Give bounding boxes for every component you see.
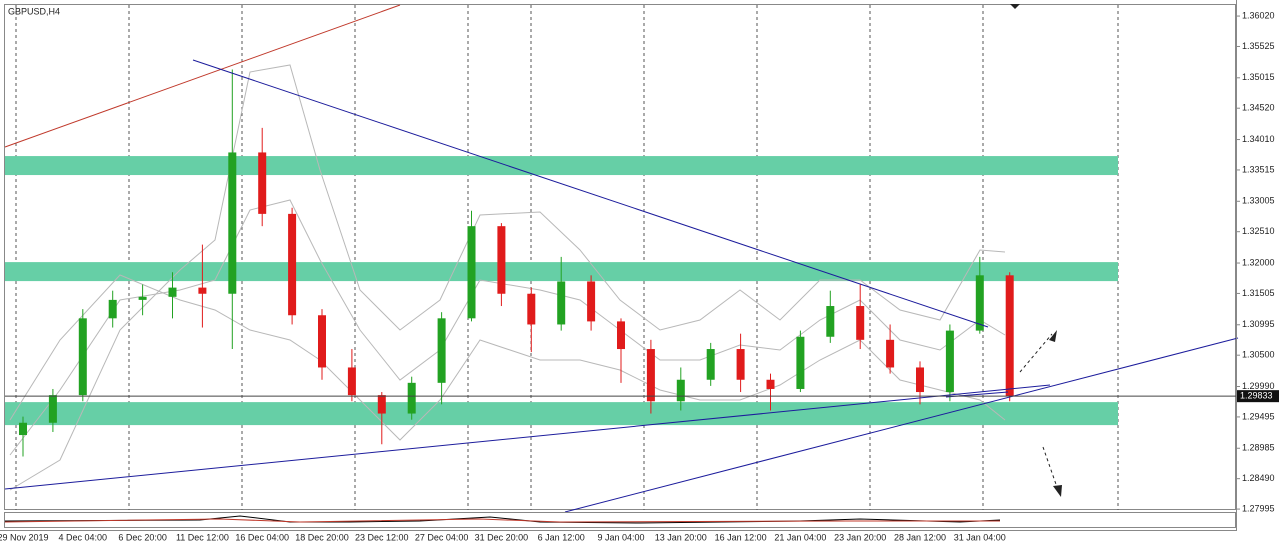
arrow-head <box>1053 485 1062 497</box>
candle-body <box>258 152 267 214</box>
y-tick-label: 1.29495 <box>1242 411 1275 421</box>
x-tick-label: 23 Jan 20:00 <box>834 532 886 542</box>
candle-body <box>138 296 147 300</box>
y-tick-label: 1.32510 <box>1242 226 1275 236</box>
y-tick-label: 1.33515 <box>1242 164 1275 174</box>
arrow-head <box>1049 330 1057 342</box>
x-tick-label: 31 Jan 04:00 <box>954 532 1006 542</box>
x-tick-label: 27 Dec 04:00 <box>415 532 469 542</box>
candle-body <box>1005 275 1014 397</box>
x-tick-label: 29 Nov 2019 <box>0 532 49 542</box>
y-tick-label: 1.28985 <box>1242 443 1275 453</box>
y-tick-label: 1.34010 <box>1242 134 1275 144</box>
candle-body <box>168 287 177 297</box>
candle-body <box>407 382 416 414</box>
candle-body <box>856 306 865 340</box>
candle-body <box>48 395 57 423</box>
x-tick-label: 4 Dec 04:00 <box>59 532 108 542</box>
candle-body <box>676 379 685 402</box>
candle-body <box>975 275 984 331</box>
time-grid <box>15 5 1119 510</box>
candle-body <box>228 152 237 294</box>
x-tick-label: 9 Jan 04:00 <box>597 532 644 542</box>
candle-body <box>108 299 117 319</box>
y-tick-label: 1.28490 <box>1242 473 1275 483</box>
y-tick-label: 1.30995 <box>1242 319 1275 329</box>
y-tick-label: 1.30500 <box>1242 350 1275 360</box>
x-tick-label: 23 Dec 12:00 <box>355 532 409 542</box>
candle-body <box>886 339 895 368</box>
x-tick-label: 21 Jan 04:00 <box>774 532 826 542</box>
x-tick-label: 16 Jan 12:00 <box>715 532 767 542</box>
candle-body <box>617 321 625 350</box>
chart-title: GBPUSD,H4 <box>8 6 60 16</box>
candle-body <box>288 213 297 316</box>
candle-body <box>706 349 715 380</box>
last-price-label: 1.29833 <box>1240 391 1273 401</box>
indicator-panel <box>4 512 1236 528</box>
y-tick-label: 1.35015 <box>1242 72 1275 82</box>
x-tick-label: 28 Jan 12:00 <box>894 532 946 542</box>
x-tick-label: 13 Jan 20:00 <box>655 532 707 542</box>
candle-body <box>497 226 506 294</box>
y-tick-label: 1.29990 <box>1242 381 1275 391</box>
candle-body <box>19 422 27 436</box>
y-tick-label: 1.33005 <box>1242 196 1275 206</box>
y-tick-label: 1.31505 <box>1242 288 1275 298</box>
y-tick-label: 1.36020 <box>1242 10 1275 20</box>
candle-body <box>796 336 805 389</box>
candle-body <box>527 293 536 325</box>
y-tick-label: 1.35525 <box>1242 41 1275 51</box>
last-price-box <box>1237 390 1279 403</box>
candle-body <box>766 379 775 389</box>
y-tick-label: 1.27995 <box>1242 503 1275 513</box>
plot-frame <box>4 4 1236 510</box>
candle-body <box>587 281 596 322</box>
candle-body <box>945 330 954 393</box>
arrows <box>1019 333 1059 491</box>
marker <box>1010 4 1020 9</box>
candle-body <box>467 226 476 319</box>
x-tick-label: 11 Dec 12:00 <box>176 532 229 542</box>
candle-body <box>198 287 207 294</box>
candle-body <box>318 315 326 368</box>
candle-body <box>736 349 745 380</box>
candle-body <box>347 367 356 396</box>
candle-body <box>916 367 924 393</box>
y-tick-label: 1.32000 <box>1242 257 1275 267</box>
candle-body <box>377 395 386 414</box>
candle-body <box>78 318 87 396</box>
candle-body <box>646 349 655 402</box>
x-tick-label: 6 Dec 20:00 <box>118 532 167 542</box>
candle-body <box>437 318 446 383</box>
zone <box>5 156 1118 176</box>
candle-body <box>557 281 566 325</box>
zone <box>5 402 1118 426</box>
x-tick-label: 18 Dec 20:00 <box>295 532 349 542</box>
y-tick-label: 1.34520 <box>1242 103 1275 113</box>
candle-body <box>826 306 835 337</box>
x-tick-label: 31 Dec 20:00 <box>475 532 529 542</box>
trend-lines <box>4 4 1239 513</box>
x-tick-label: 16 Dec 04:00 <box>235 532 289 542</box>
x-tick-label: 6 Jan 12:00 <box>538 532 585 542</box>
